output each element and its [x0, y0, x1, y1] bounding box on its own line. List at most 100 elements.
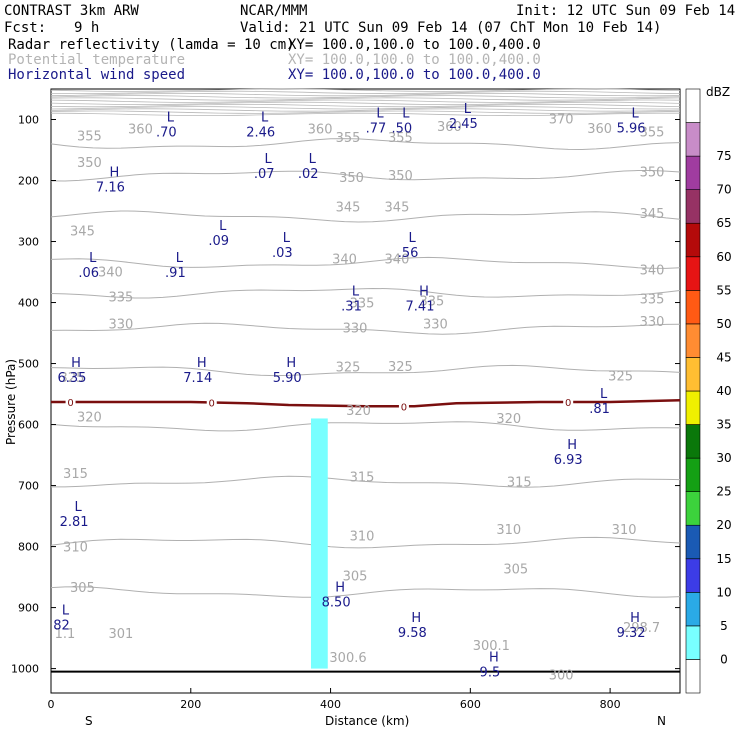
colorbar-level: 40	[716, 384, 731, 398]
theta-label: 315	[63, 467, 88, 482]
theta-label: 305	[70, 581, 95, 596]
colorbar-level: 25	[716, 485, 731, 499]
y-axis-label: Pressure (hPa)	[4, 359, 18, 445]
wind-extremum-type: L	[376, 106, 384, 121]
stratosphere-isoline	[50, 101, 681, 106]
theta-label: 305	[503, 563, 528, 578]
wind-extremum-value: .02	[298, 167, 319, 182]
theta-label: 335	[108, 290, 133, 305]
theta-label: 355	[336, 131, 361, 146]
wind-extremum-value: 7.14	[183, 371, 212, 386]
y-tick-label: 200	[18, 175, 39, 188]
theta-isoline-315	[51, 475, 681, 488]
wind-extremum-type: H	[411, 611, 421, 626]
colorbar-level: 0	[720, 652, 728, 666]
theta-label: 310	[63, 541, 88, 556]
field-radar-reflectivity: Radar reflectivity (lamda = 10 cm)	[8, 37, 295, 53]
theta-isoline-355	[50, 138, 681, 151]
fcst-value: 9 h	[74, 20, 99, 36]
wind-extremum-value: 7.41	[406, 299, 435, 314]
colorbar-level: 45	[716, 350, 731, 364]
theta-label: 325	[388, 360, 413, 375]
wind-extremum-value: 9.32	[617, 626, 646, 641]
theta-label: 355	[77, 129, 102, 144]
y-tick-label: 300	[18, 236, 39, 249]
colorbar-level: 50	[716, 317, 731, 331]
wind-extremum-value: 5.96	[617, 121, 646, 136]
theta-label: 340	[98, 265, 123, 280]
model-title: CONTRAST 3km ARW	[4, 3, 139, 19]
colorbar-level: 75	[716, 149, 731, 163]
y-tick-label: 600	[18, 419, 39, 432]
x-tick-label: 400	[320, 698, 341, 711]
field-theta-xy: XY= 100.0,100.0 to 100.0,400.0	[288, 52, 541, 68]
wind-extremum-type: H	[286, 356, 296, 371]
org-label: NCAR/MMM	[240, 3, 307, 19]
wind-extremum-type: L	[352, 284, 360, 299]
theta-label: 355	[640, 126, 665, 141]
stratosphere-isoline	[50, 97, 681, 101]
x-tick-label: 200	[180, 698, 201, 711]
theta-label: 350	[388, 169, 413, 184]
colorbar-segment	[685, 357, 701, 392]
theta-label: 310	[350, 530, 375, 545]
theta-isoline-325	[50, 364, 681, 377]
colorbar-level: 55	[716, 283, 731, 297]
reflectivity-layer	[310, 418, 328, 669]
theta-label: 300.6	[329, 651, 366, 666]
fcst-label: Fcst:	[4, 20, 46, 36]
theta-label: 298.7	[623, 621, 660, 636]
theta-label: 340	[640, 264, 665, 279]
colorbar-segment	[685, 189, 701, 224]
theta-isoline-340	[50, 256, 681, 269]
valid-time: Valid: 21 UTC Sun 09 Feb 14 (07 ChT Mon …	[240, 20, 661, 36]
zero-isotherm-label-bg	[563, 396, 574, 407]
colorbar-segment	[685, 122, 701, 157]
theta-label: 330	[343, 322, 368, 337]
theta-label: 325	[608, 370, 633, 385]
wind-extremum-type: L	[261, 111, 269, 126]
wind-extremum-type: L	[283, 231, 291, 246]
wind-extremum-value: .50	[391, 121, 412, 136]
x-tick-label: 600	[460, 698, 481, 711]
theta-label: 340	[385, 253, 410, 268]
wind-extremum-type: H	[419, 284, 429, 299]
zero-isotherm-label: 0	[401, 402, 407, 413]
colorbar-level: 15	[716, 552, 731, 566]
theta-isoline-350	[50, 170, 681, 182]
theta-label: 330	[640, 315, 665, 330]
field-wind-xy: XY= 100.0,100.0 to 100.0,400.0	[288, 67, 541, 83]
colorbar-segment	[685, 558, 701, 593]
theta-isoline-330	[50, 322, 681, 335]
theta-isolines	[50, 138, 681, 598]
theta-isoline-305	[50, 586, 681, 598]
colorbar-segment	[685, 457, 701, 492]
theta-label: 355	[388, 131, 413, 146]
theta-label: 345	[70, 225, 95, 240]
theta-isoline-335	[50, 287, 681, 299]
stratosphere-isoline	[50, 110, 681, 114]
theta-label: 315	[350, 470, 375, 485]
wind-extremum-type: L	[167, 111, 175, 126]
colorbar-level: 10	[716, 585, 731, 599]
wind-extrema: L.70L2.46L.77L.50L2.45L5.96H7.16L.07L.02…	[53, 102, 645, 680]
y-tick-label: 900	[18, 602, 39, 615]
colorbar-segment	[685, 155, 701, 190]
theta-label: 310	[496, 523, 521, 538]
wind-extremum-type: H	[71, 356, 81, 371]
theta-label: 360	[128, 123, 153, 138]
wind-extremum-type: L	[309, 152, 317, 167]
colorbar-segment	[685, 592, 701, 627]
zero-isotherm-label-bg	[65, 396, 76, 407]
theta-label: 300.1	[473, 639, 510, 654]
wind-extremum-value: .91	[165, 266, 186, 281]
theta-label: 370	[549, 112, 574, 127]
field-potential-temperature: Potential temperature	[8, 52, 185, 68]
wind-extremum-value: 6.93	[554, 453, 583, 468]
colorbar-segment	[685, 256, 701, 291]
plot-frame	[50, 88, 681, 694]
colorbar-segment	[685, 659, 701, 694]
theta-label: 350	[77, 156, 102, 171]
theta-label: 305	[343, 569, 368, 584]
theta-isoline-310	[50, 536, 681, 549]
